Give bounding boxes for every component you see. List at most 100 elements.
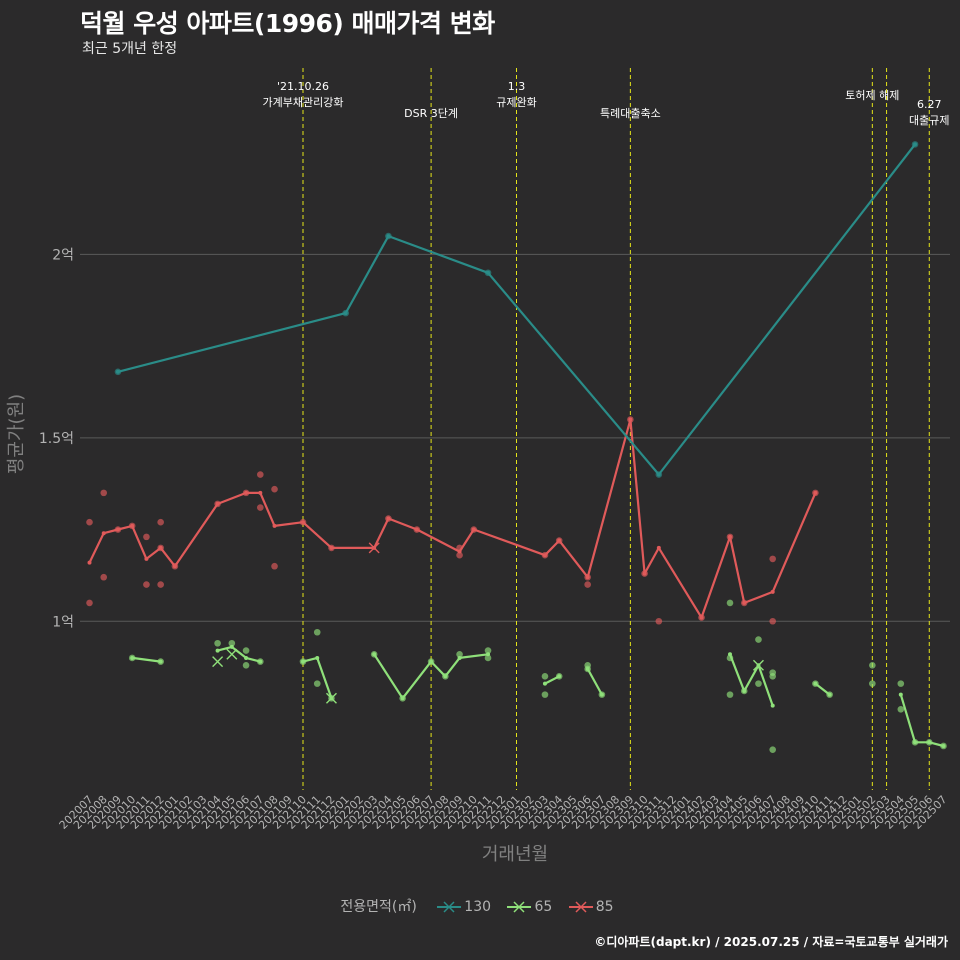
data-point: [456, 551, 463, 559]
event-annotation: '21.10.26: [277, 80, 329, 93]
line-vertex: [215, 648, 220, 653]
line-vertex: [457, 655, 462, 660]
data-point: [214, 639, 221, 647]
line-vertex: [742, 688, 747, 693]
line-vertex: [400, 696, 405, 701]
line-vertex: [343, 311, 348, 316]
event-annotation: 토허제 해제: [845, 88, 899, 102]
line-vertex: [813, 490, 818, 495]
line-vertex: [258, 659, 263, 664]
data-point: [271, 562, 278, 570]
x-tick-labels: 2020072020082020092020102020112020122021…: [57, 793, 950, 832]
line-vertex: [642, 571, 647, 576]
data-point: [897, 705, 905, 713]
data-point: [541, 672, 549, 680]
series-layer: [86, 141, 947, 753]
line-vertex: [301, 520, 305, 525]
event-annotation: 가계부채관리강화: [263, 96, 344, 109]
line-vertex: [115, 527, 120, 532]
data-point: [271, 485, 278, 493]
legend-key-65: [507, 901, 532, 913]
data-point: [313, 628, 321, 636]
cross-marker: [226, 648, 238, 660]
line-vertex: [443, 674, 448, 679]
series-line: [117, 143, 916, 476]
line-vertex: [315, 655, 320, 660]
data-point: [228, 639, 236, 647]
data-point: [769, 617, 776, 625]
legend-item-65[interactable]: 65: [507, 899, 558, 915]
data-point: [242, 661, 250, 669]
y-tick-label: 2억: [52, 247, 74, 263]
line-vertex: [728, 534, 732, 539]
event-annotation: DSR 3단계: [404, 107, 458, 120]
page-subtitle: 최근 5개년 한정: [82, 41, 178, 57]
series-85: [86, 416, 819, 625]
series-line: [544, 675, 560, 685]
y-tick-labels: 1억 1.5억 2억: [39, 247, 74, 630]
line-vertex: [941, 743, 946, 748]
event-lines: [302, 68, 930, 790]
series-line: [217, 645, 261, 663]
data-point: [484, 647, 492, 654]
cross-marker: [368, 542, 380, 554]
data-point: [869, 661, 876, 669]
series-line: [373, 653, 489, 700]
data-point: [755, 680, 762, 687]
line-vertex: [542, 681, 547, 686]
line-vertex: [329, 545, 334, 550]
series-line: [899, 694, 944, 748]
line-vertex: [215, 501, 220, 506]
data-point: [726, 691, 734, 698]
series-line: [728, 653, 774, 706]
data-point: [456, 650, 463, 658]
line-vertex: [115, 369, 120, 374]
line-vertex: [87, 560, 92, 565]
line-vertex: [244, 490, 249, 495]
line-vertex: [913, 142, 918, 147]
line-vertex: [913, 740, 918, 745]
line-vertex: [258, 490, 263, 495]
line-vertex: [486, 270, 491, 275]
x-axis-title: 거래년월: [482, 844, 548, 865]
y-tick-label: 1억: [52, 614, 74, 630]
series-130: [114, 141, 919, 478]
line-vertex: [158, 659, 163, 664]
cross-marker: [325, 692, 337, 704]
data-point: [100, 489, 108, 497]
legend: 전용면적(㎡) 130 65 85: [0, 896, 960, 916]
data-point: [157, 518, 164, 526]
line-vertex: [557, 674, 562, 679]
y-axis-title: 평균가(원): [6, 394, 27, 474]
data-point: [157, 581, 164, 588]
line-vertex: [628, 417, 633, 422]
data-point: [86, 599, 93, 607]
line-vertex: [728, 652, 732, 657]
data-point: [769, 555, 776, 563]
legend-label-65: 65: [534, 899, 553, 915]
series-line: [302, 656, 333, 699]
data-point: [484, 654, 492, 662]
series-line: [586, 668, 603, 696]
line-vertex: [585, 575, 590, 580]
legend-item-85[interactable]: 85: [568, 899, 620, 915]
line-vertex: [429, 659, 434, 664]
line-vertex: [927, 740, 932, 745]
line-vertex: [656, 472, 661, 477]
line-vertex: [770, 703, 775, 708]
y-tick-label: 1.5억: [39, 431, 74, 447]
data-point: [100, 573, 108, 581]
line-vertex: [827, 692, 832, 697]
line-vertex: [144, 556, 149, 561]
page-title: 덕월 우성 아파트(1996) 매매가격 변화: [80, 9, 495, 38]
line-vertex: [813, 681, 818, 686]
line-vertex: [770, 589, 775, 594]
data-point: [257, 504, 264, 511]
line-vertex: [386, 234, 391, 239]
legend-item-130[interactable]: 130: [437, 899, 497, 915]
line-vertex: [457, 549, 462, 554]
cross-marker: [752, 659, 764, 671]
event-annotation: 특례대출축소: [600, 107, 661, 120]
line-vertex: [557, 538, 562, 543]
